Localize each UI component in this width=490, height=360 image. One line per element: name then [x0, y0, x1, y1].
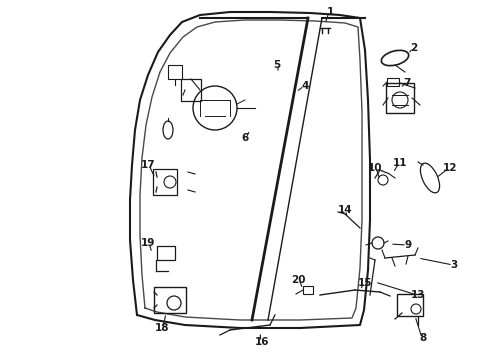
- Text: 13: 13: [411, 290, 425, 300]
- Text: 1: 1: [326, 7, 334, 17]
- Text: 4: 4: [301, 81, 309, 91]
- Text: 19: 19: [141, 238, 155, 248]
- Text: 2: 2: [410, 43, 417, 53]
- Text: 17: 17: [141, 160, 155, 170]
- Text: 11: 11: [393, 158, 407, 168]
- Text: 7: 7: [403, 78, 411, 88]
- Text: 10: 10: [368, 163, 382, 173]
- Text: 5: 5: [273, 60, 281, 70]
- Text: 14: 14: [338, 205, 352, 215]
- Text: 6: 6: [242, 133, 248, 143]
- Text: 20: 20: [291, 275, 305, 285]
- Text: 8: 8: [419, 333, 427, 343]
- Text: 9: 9: [404, 240, 412, 250]
- Text: 16: 16: [255, 337, 269, 347]
- Text: 15: 15: [358, 278, 372, 288]
- Text: 18: 18: [155, 323, 169, 333]
- Text: 12: 12: [443, 163, 457, 173]
- Text: 3: 3: [450, 260, 458, 270]
